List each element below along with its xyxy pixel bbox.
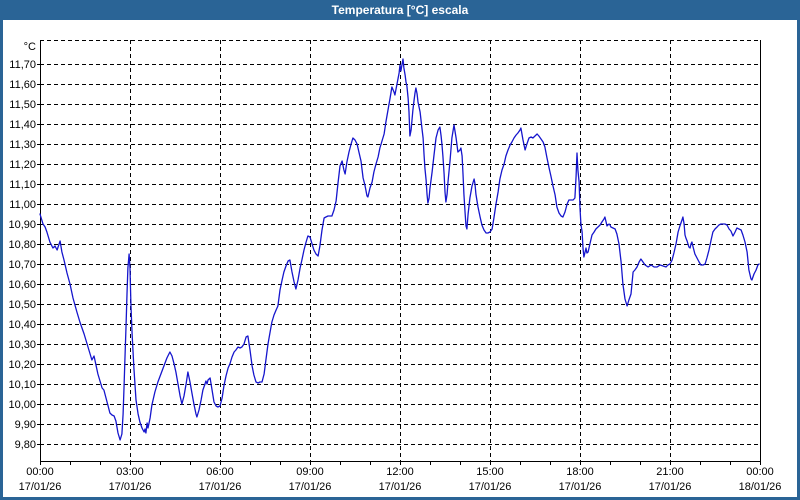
x-axis-time-label: 18:00: [566, 466, 594, 478]
x-axis-time-label: 09:00: [296, 466, 324, 478]
x-axis-time-label: 03:00: [116, 466, 144, 478]
y-axis-label: 10,70: [8, 259, 36, 271]
y-axis-unit-label: °C: [24, 41, 36, 53]
y-axis-label: 10,40: [8, 319, 36, 331]
x-axis-time-label: 12:00: [386, 466, 414, 478]
y-axis-label: 10,80: [8, 239, 36, 251]
x-axis-time-label: 15:00: [476, 466, 504, 478]
titlebar[interactable]: Temperatura [°C] escala: [3, 0, 797, 20]
x-axis-time-label: 00:00: [26, 466, 54, 478]
x-axis-date-label: 17/01/26: [109, 481, 152, 493]
y-axis-label: 11,10: [9, 179, 36, 191]
x-axis-date-label: 17/01/26: [469, 481, 512, 493]
y-axis-label: 11,20: [9, 159, 36, 171]
y-axis-label: 11,50: [9, 99, 36, 111]
y-axis-label: 10,50: [8, 299, 36, 311]
x-axis-date-label: 17/01/26: [649, 481, 692, 493]
x-axis-date-label: 17/01/26: [379, 481, 422, 493]
y-axis-label: 10,90: [8, 219, 36, 231]
y-axis-label: 11,60: [9, 79, 36, 91]
y-axis-label: 11,40: [9, 119, 36, 131]
x-axis-date-label: 17/01/26: [289, 481, 332, 493]
x-axis-time-label: 06:00: [206, 466, 234, 478]
x-axis-time-label: 21:00: [656, 466, 684, 478]
temperature-line: [39, 58, 760, 441]
y-axis-label: 10,30: [8, 339, 36, 351]
x-axis-date-label: 17/01/26: [19, 481, 62, 493]
y-axis-label: 11,70: [9, 59, 36, 71]
x-axis-date-label: 17/01/26: [559, 481, 602, 493]
y-axis-label: 11,30: [9, 139, 36, 151]
window-title: Temperatura [°C] escala: [331, 3, 469, 17]
y-axis-label: 9,90: [15, 419, 36, 431]
y-axis-label: 10,60: [8, 279, 36, 291]
y-axis-label: 10,00: [8, 399, 36, 411]
y-axis-label: 9,80: [15, 439, 36, 451]
y-axis-label: 11,00: [9, 199, 36, 211]
y-axis-label: 10,10: [8, 379, 36, 391]
x-axis-date-label: 18/01/26: [739, 481, 782, 493]
x-axis-date-label: 17/01/26: [199, 481, 242, 493]
y-axis-label: 10,20: [8, 359, 36, 371]
x-axis-time-label: 00:00: [746, 466, 774, 478]
